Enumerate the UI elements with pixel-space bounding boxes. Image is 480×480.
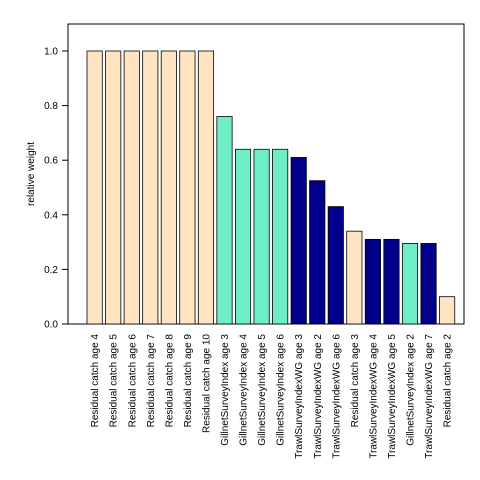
y-tick-label: 1.0 bbox=[44, 47, 58, 58]
x-tick-label: GillnetSurveyIndex age 6 bbox=[276, 334, 287, 446]
x-tick-label: Residual catch age 6 bbox=[127, 334, 138, 428]
bar bbox=[253, 148, 270, 325]
x-tick-label: TrawlSurveyIndexWG age 2 bbox=[313, 334, 324, 459]
x-tick-labels: Residual catch age 4 Residual catch age 5… bbox=[90, 334, 453, 459]
bar bbox=[105, 50, 122, 325]
x-tick-label: Residual catch age 4 bbox=[90, 334, 101, 428]
x-tick-label: Residual catch age 7 bbox=[146, 334, 157, 428]
bars-group bbox=[86, 50, 456, 325]
bar bbox=[327, 206, 344, 325]
y-tick-label: 0.6 bbox=[44, 156, 58, 167]
x-tick-label: TrawlSurveyIndexWG age 5 bbox=[387, 334, 398, 459]
bar bbox=[86, 50, 103, 325]
x-tick-label: Residual catch age 10 bbox=[201, 334, 212, 433]
bar bbox=[309, 180, 326, 325]
x-tick-label: Residual catch age 2 bbox=[443, 334, 454, 428]
y-tick-label: 0.4 bbox=[44, 210, 58, 221]
bar bbox=[346, 230, 363, 325]
y-tick-label: 0.2 bbox=[44, 265, 58, 276]
x-tick-label: TrawlSurveyIndexWG age 3 bbox=[294, 334, 305, 459]
bar bbox=[272, 148, 289, 325]
y-axis: 0.0 0.2 0.4 0.6 0.8 1.0 bbox=[44, 47, 69, 331]
x-tick-label: GillnetSurveyIndex age 3 bbox=[220, 334, 231, 446]
y-tick-label: 0.8 bbox=[44, 101, 58, 112]
x-tick-label: Residual catch age 5 bbox=[109, 334, 120, 428]
bar bbox=[439, 296, 456, 325]
y-tick-label: 0.0 bbox=[44, 320, 58, 331]
x-tick-label: GillnetSurveyIndex age 5 bbox=[257, 334, 268, 446]
bar bbox=[179, 50, 196, 325]
bar bbox=[364, 238, 381, 325]
y-axis-label: relative weight bbox=[26, 142, 37, 206]
x-tick-label: GillnetSurveyIndex age 4 bbox=[239, 334, 250, 446]
bar bbox=[383, 238, 400, 325]
x-tick-label: Residual catch age 8 bbox=[164, 334, 175, 428]
bar bbox=[123, 50, 140, 325]
x-tick-label: Residual catch age 9 bbox=[183, 334, 194, 428]
x-tick-label: Residual catch age 3 bbox=[350, 334, 361, 428]
bar bbox=[234, 148, 252, 325]
x-tick-label: TrawlSurveyIndexWG age 4 bbox=[368, 334, 379, 459]
bar bbox=[142, 50, 159, 325]
x-tick-label: TrawlSurveyIndexWG age 6 bbox=[331, 334, 342, 459]
bar bbox=[197, 50, 215, 325]
bar bbox=[216, 116, 233, 325]
bar bbox=[401, 243, 419, 325]
bar bbox=[160, 50, 177, 325]
x-tick-label: TrawlSurveyIndexWG age 7 bbox=[424, 334, 435, 459]
x-tick-label: GillnetSurveyIndex age 2 bbox=[406, 334, 417, 446]
bar bbox=[420, 243, 437, 325]
bar bbox=[290, 157, 307, 325]
